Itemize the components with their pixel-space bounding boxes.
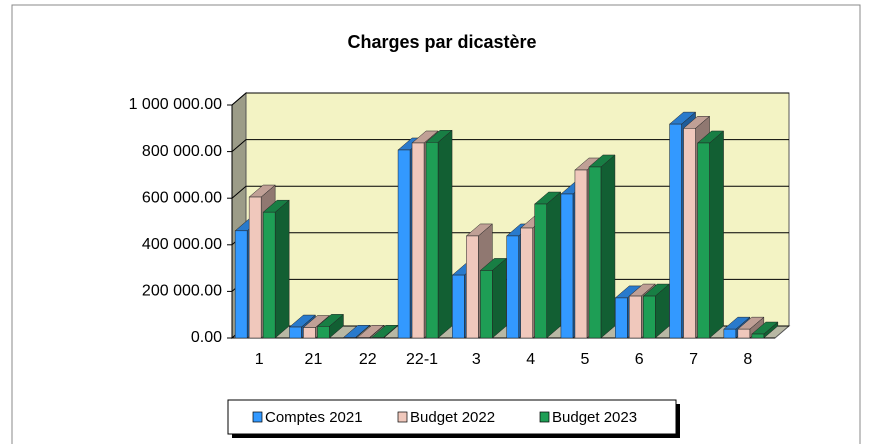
bar-side [600, 154, 616, 339]
bar [248, 196, 262, 339]
bar [751, 333, 765, 339]
bar [425, 142, 439, 339]
bar [480, 270, 493, 339]
bar-side [437, 129, 453, 339]
plot-area: 0.00 200 000.00 400 000.00 600 000.00 800 00… [129, 91, 791, 368]
bar [303, 327, 316, 339]
x-tick-label: 5 [580, 351, 589, 368]
bar [629, 295, 642, 339]
grid-line [231, 139, 789, 152]
legend-label: Budget 2023 [552, 409, 637, 426]
y-tick-label: 400 000.00 [142, 236, 222, 253]
x-tick-label: 21 [305, 351, 323, 368]
bar [669, 123, 682, 339]
bar [357, 337, 370, 339]
bar [466, 235, 479, 339]
bar [234, 230, 248, 339]
x-tick-label: 3 [472, 351, 481, 368]
y-tick-label: 1 000 000.00 [129, 96, 223, 113]
legend-label: Budget 2022 [410, 409, 495, 426]
bar [588, 166, 602, 339]
bar [560, 193, 574, 339]
bar [697, 142, 710, 339]
bar [506, 235, 519, 339]
bar [520, 227, 533, 339]
legend-swatch [539, 411, 550, 423]
bar [574, 169, 588, 339]
legend-swatch [397, 411, 408, 423]
x-tick-label: 22-1 [406, 351, 438, 368]
y-tick-label: 0.00 [191, 329, 222, 346]
bar [683, 128, 696, 339]
x-tick-label: 8 [743, 351, 752, 368]
bar [737, 328, 751, 339]
bar-side [492, 257, 507, 339]
grid-line [231, 92, 789, 106]
bar [289, 326, 302, 339]
bar [534, 203, 547, 339]
bar [615, 297, 628, 339]
bar [643, 295, 656, 339]
bar-side [709, 130, 724, 339]
x-tick-label: 22 [359, 351, 377, 368]
x-tick-label: 7 [689, 351, 698, 368]
legend-swatch [252, 411, 263, 423]
bar [371, 337, 384, 339]
bar [343, 337, 356, 339]
x-tick-label: 1 [255, 351, 264, 368]
x-tick-label: 4 [526, 351, 535, 368]
bar [723, 328, 737, 339]
bar [317, 326, 330, 339]
y-tick-label: 200 000.00 [142, 283, 222, 300]
y-tick-label: 800 000.00 [142, 143, 222, 160]
bar-side [274, 199, 290, 339]
legend-label: Comptes 2021 [265, 409, 363, 426]
bar [411, 142, 425, 339]
bar [262, 211, 276, 339]
legend: Comptes 2021 Budget 2022 Budget 2023 [227, 399, 680, 438]
x-tick-label: 6 [635, 351, 644, 368]
bar-side [546, 191, 561, 339]
bar [397, 149, 411, 339]
legend-box [227, 399, 677, 435]
bar [452, 274, 465, 339]
chart-title: Charges par dicastère [347, 32, 536, 52]
y-tick-label: 600 000.00 [142, 189, 222, 206]
